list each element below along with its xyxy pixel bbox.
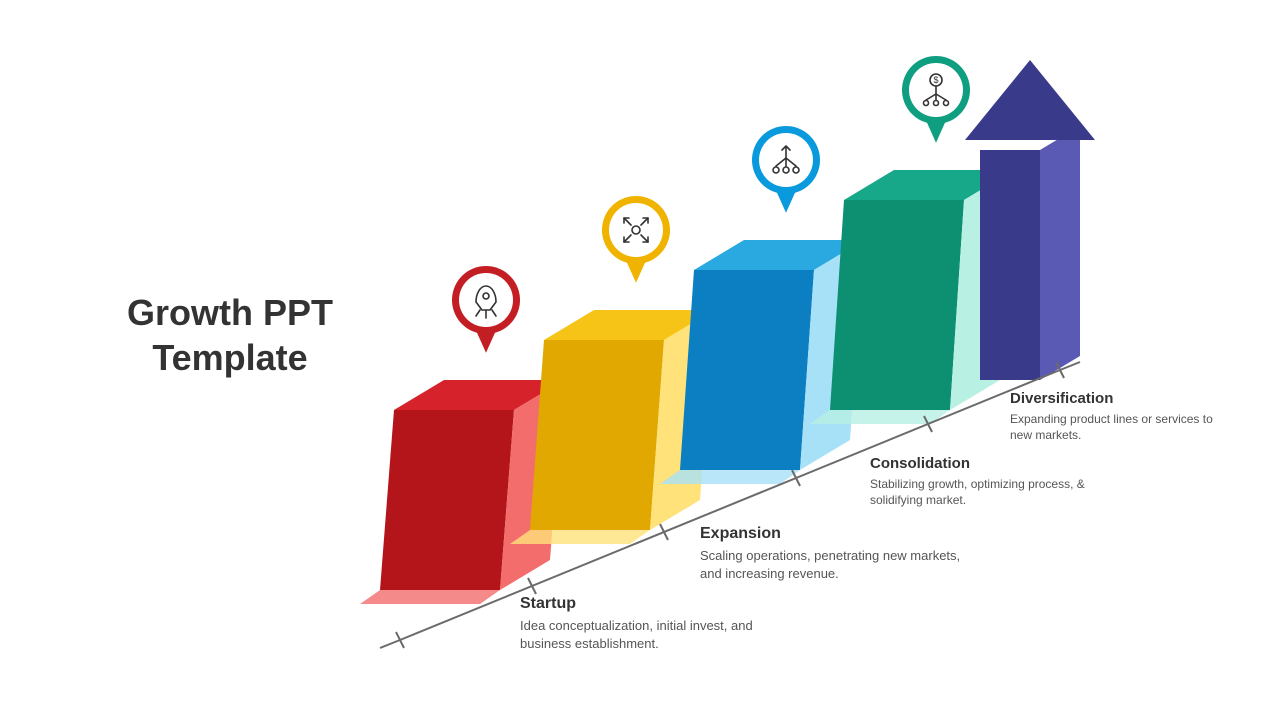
- arrow-head: [965, 60, 1095, 140]
- location-pin: $: [902, 56, 970, 143]
- ribbon-front: [830, 200, 964, 410]
- axis-end: [380, 640, 400, 648]
- location-pin: [452, 266, 520, 353]
- step-description: Scaling operations, penetrating new mark…: [700, 547, 980, 582]
- ribbon-fold: [810, 410, 950, 424]
- step-description: Idea conceptualization, initial invest, …: [520, 617, 780, 652]
- arrow-shaft: [980, 150, 1040, 380]
- step-title: Consolidation: [870, 455, 1110, 472]
- step-text-block: Startup Idea conceptualization, initial i…: [520, 595, 780, 652]
- step-title: Expansion: [700, 525, 980, 543]
- ribbon-front: [530, 340, 664, 530]
- ribbon-front: [680, 270, 814, 470]
- ribbon-fold: [510, 530, 650, 544]
- step-title: Startup: [520, 595, 780, 613]
- ribbon-front: [380, 410, 514, 590]
- step-description: Stabilizing growth, optimizing process, …: [870, 476, 1110, 508]
- ribbon-fold: [660, 470, 800, 484]
- svg-text:$: $: [933, 75, 938, 85]
- step-description: Expanding product lines or services to n…: [1010, 411, 1225, 443]
- ribbon-fold: [360, 590, 500, 604]
- location-pin: [602, 196, 670, 283]
- axis-tick: [528, 578, 536, 594]
- location-pin: [752, 126, 820, 213]
- arrow-shaft-side: [1040, 126, 1080, 380]
- step-title: Diversification: [1010, 390, 1225, 407]
- step-text-block: Expansion Scaling operations, penetrating…: [700, 525, 980, 582]
- axis-tick: [660, 524, 668, 540]
- step-text-block: Consolidation Stabilizing growth, optimiz…: [870, 455, 1110, 508]
- step-text-block: Diversification Expanding product lines o…: [1010, 390, 1225, 443]
